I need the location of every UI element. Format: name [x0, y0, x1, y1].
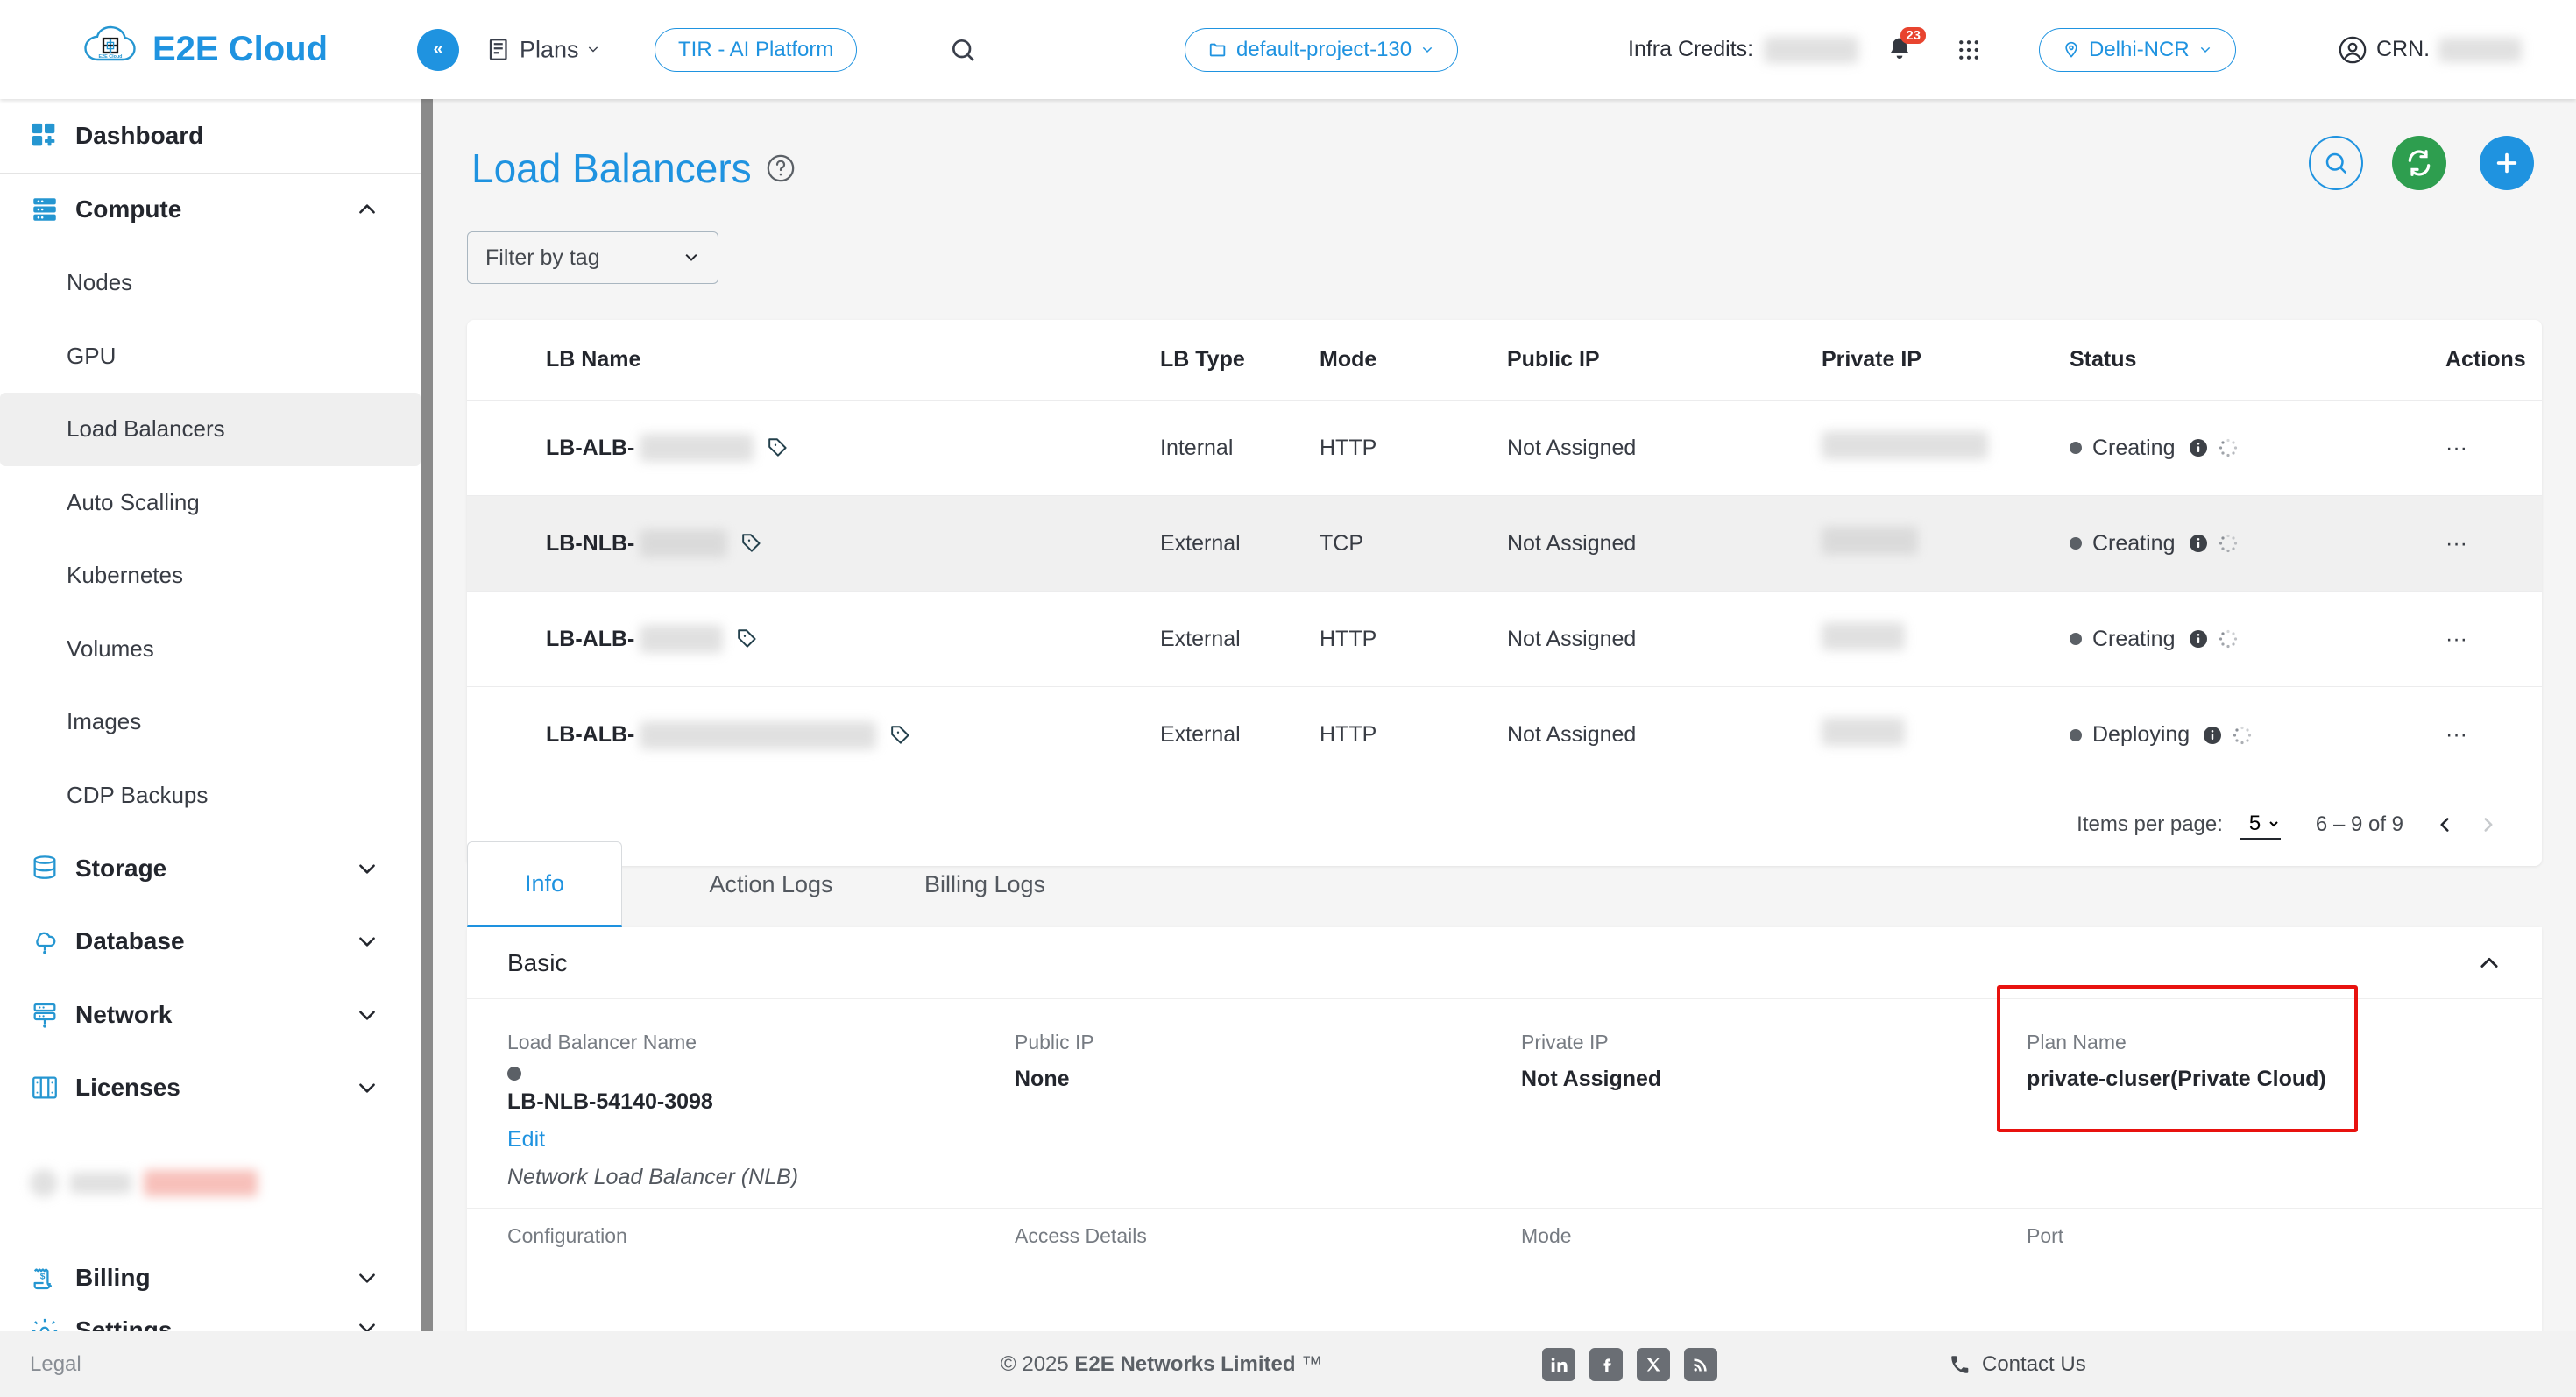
svg-text:E2E Cloud: E2E Cloud	[99, 54, 123, 60]
svg-text:$: $	[40, 1272, 46, 1281]
